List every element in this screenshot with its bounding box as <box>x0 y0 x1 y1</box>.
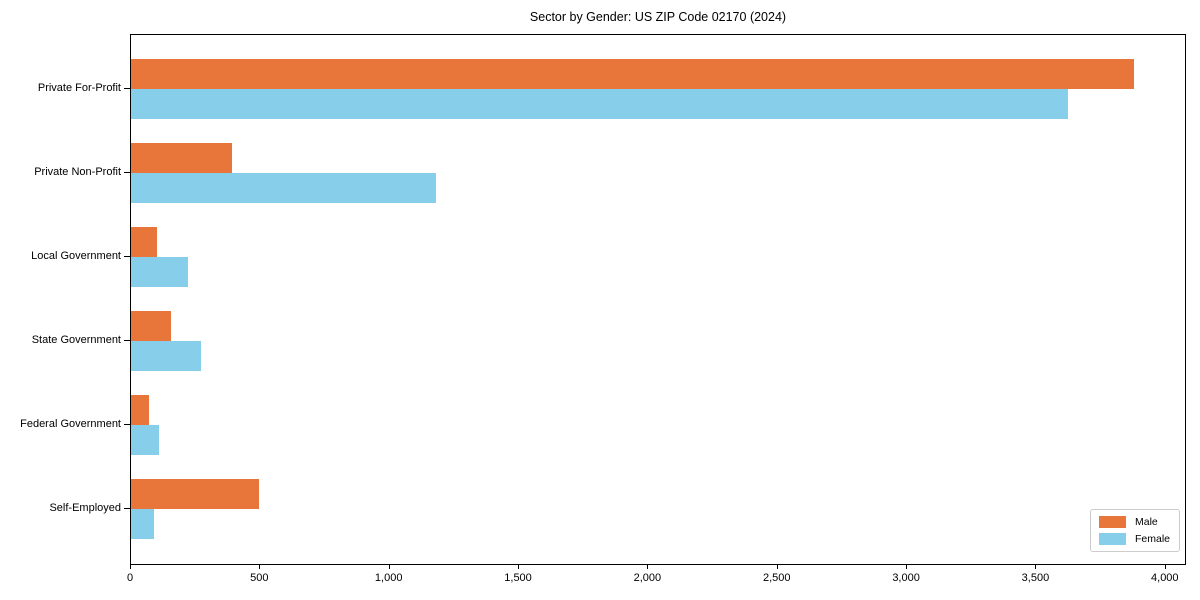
y-tick-label-private-for-profit: Private For-Profit <box>37 82 121 94</box>
legend-entry-female: Female <box>1098 533 1170 545</box>
legend-swatch-male <box>1098 516 1126 528</box>
bar-male-federal-government <box>131 395 150 425</box>
x-tick-mark <box>130 565 131 569</box>
legend: Male Female <box>1089 509 1180 552</box>
bar-female-private-non-profit <box>131 173 436 203</box>
x-tick-label-3-000: 3,000 <box>892 572 920 584</box>
y-tick-label-local-government: Local Government <box>31 250 121 262</box>
x-tick-label-1-000: 1,000 <box>374 572 403 584</box>
y-tick-mark <box>124 256 130 257</box>
x-tick-label-500: 500 <box>250 572 269 584</box>
y-tick-label-state-government: State Government <box>31 334 121 346</box>
x-tick-label-1-500: 1,500 <box>504 572 532 584</box>
x-tick-label-3-500: 3,500 <box>1021 572 1050 584</box>
y-tick-mark <box>124 172 130 173</box>
x-tick-mark <box>388 565 390 569</box>
y-tick-mark <box>124 508 130 509</box>
bar-female-local-government <box>131 257 188 287</box>
chart-title: Sector by Gender: US ZIP Code 02170 (202… <box>529 10 787 24</box>
y-tick-mark <box>124 340 130 341</box>
x-tick-mark <box>1035 565 1037 569</box>
y-tick-label-self-employed: Self-Employed <box>49 502 121 514</box>
x-tick-mark <box>259 565 261 569</box>
plot-area: Male Female <box>130 34 1186 565</box>
bars-layer <box>131 35 1185 564</box>
x-tick-mark <box>906 565 908 569</box>
x-tick-label-4-000: 4,000 <box>1151 572 1179 584</box>
y-tick-mark <box>124 424 130 425</box>
bar-male-state-government <box>131 311 172 341</box>
bar-male-private-for-profit <box>131 59 1135 89</box>
x-tick-mark <box>518 565 520 569</box>
x-tick-mark <box>1164 565 1166 569</box>
bar-male-private-non-profit <box>131 143 232 173</box>
bar-female-self-employed <box>131 509 155 539</box>
x-tick-mark <box>647 565 649 569</box>
bar-female-federal-government <box>131 425 160 455</box>
y-tick-label-private-non-profit: Private Non-Profit <box>34 166 121 178</box>
legend-entry-male: Male <box>1098 516 1170 528</box>
x-tick-label-0: 0 <box>126 572 134 584</box>
legend-label-male: Male <box>1134 516 1158 528</box>
bar-female-state-government <box>131 341 201 371</box>
x-tick-label-2-500: 2,500 <box>762 572 791 584</box>
legend-label-female: Female <box>1134 533 1170 545</box>
x-tick-mark <box>776 565 778 569</box>
y-tick-mark <box>124 88 130 89</box>
bar-male-self-employed <box>131 479 259 509</box>
bar-female-private-for-profit <box>131 89 1069 119</box>
legend-swatch-female <box>1098 533 1126 545</box>
y-tick-label-federal-government: Federal Government <box>20 418 121 430</box>
x-tick-label-2-000: 2,000 <box>633 572 662 584</box>
bar-male-local-government <box>131 227 157 257</box>
